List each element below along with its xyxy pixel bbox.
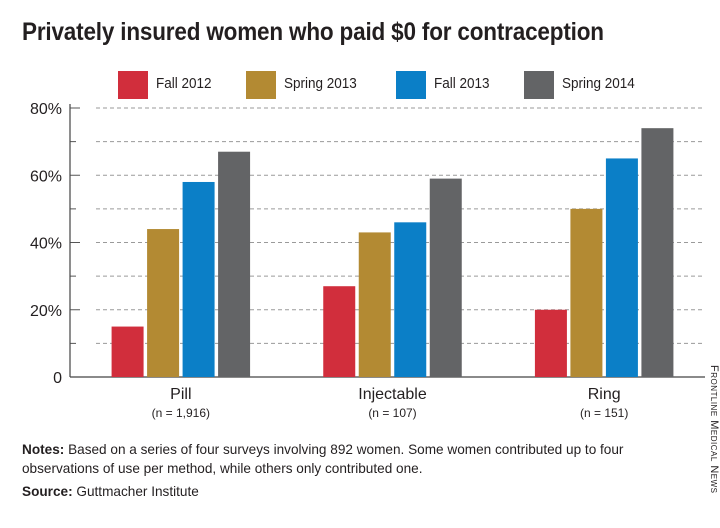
legend-swatch <box>118 71 148 99</box>
bar <box>605 158 638 377</box>
legend: Fall 2012 Spring 2013 Fall 2013 Spring 2… <box>0 70 720 100</box>
legend-label: Spring 2014 <box>562 75 635 92</box>
chart-title: Privately insured women who paid $0 for … <box>22 18 604 46</box>
credit-line: Frontline Medical News <box>708 365 720 494</box>
y-tick-label: 0 <box>53 370 62 387</box>
notes-text: Based on a series of four surveys involv… <box>22 442 624 476</box>
legend-swatch <box>524 71 554 99</box>
bar <box>570 208 603 377</box>
legend-label: Fall 2013 <box>434 75 490 92</box>
source-label: Source: <box>22 484 73 499</box>
notes: Notes: Based on a series of four surveys… <box>22 440 692 478</box>
bar <box>323 286 356 377</box>
category-note: (n = 1,916) <box>152 406 210 420</box>
notes-label: Notes: <box>22 442 65 457</box>
bar <box>218 151 251 377</box>
bar <box>147 229 180 377</box>
legend-swatch <box>246 71 276 99</box>
bar <box>429 178 462 377</box>
bar <box>111 326 144 377</box>
bar <box>394 222 427 377</box>
x-tick-label: Ring <box>588 386 621 403</box>
y-tick-label: 20% <box>30 303 62 320</box>
bar <box>358 232 391 377</box>
legend-label: Fall 2012 <box>156 75 212 92</box>
x-tick-label: Injectable <box>358 386 427 403</box>
bar <box>641 128 674 377</box>
y-tick-label: 80% <box>30 101 62 118</box>
bar <box>182 181 215 377</box>
x-tick-label: Pill <box>170 386 191 403</box>
bar <box>534 309 567 377</box>
y-tick-label: 60% <box>30 168 62 185</box>
source-text: Guttmacher Institute <box>72 484 199 499</box>
category-note: (n = 151) <box>580 406 628 420</box>
source: Source: Guttmacher Institute <box>22 484 199 499</box>
y-tick-label: 40% <box>30 236 62 253</box>
bar-chart: 0 20% 40% 60% 80% Pill (n = 1,916) Injectable (n… <box>30 101 705 420</box>
category-note: (n = 107) <box>368 406 416 420</box>
legend-swatch <box>396 71 426 99</box>
legend-label: Spring 2013 <box>284 75 357 92</box>
